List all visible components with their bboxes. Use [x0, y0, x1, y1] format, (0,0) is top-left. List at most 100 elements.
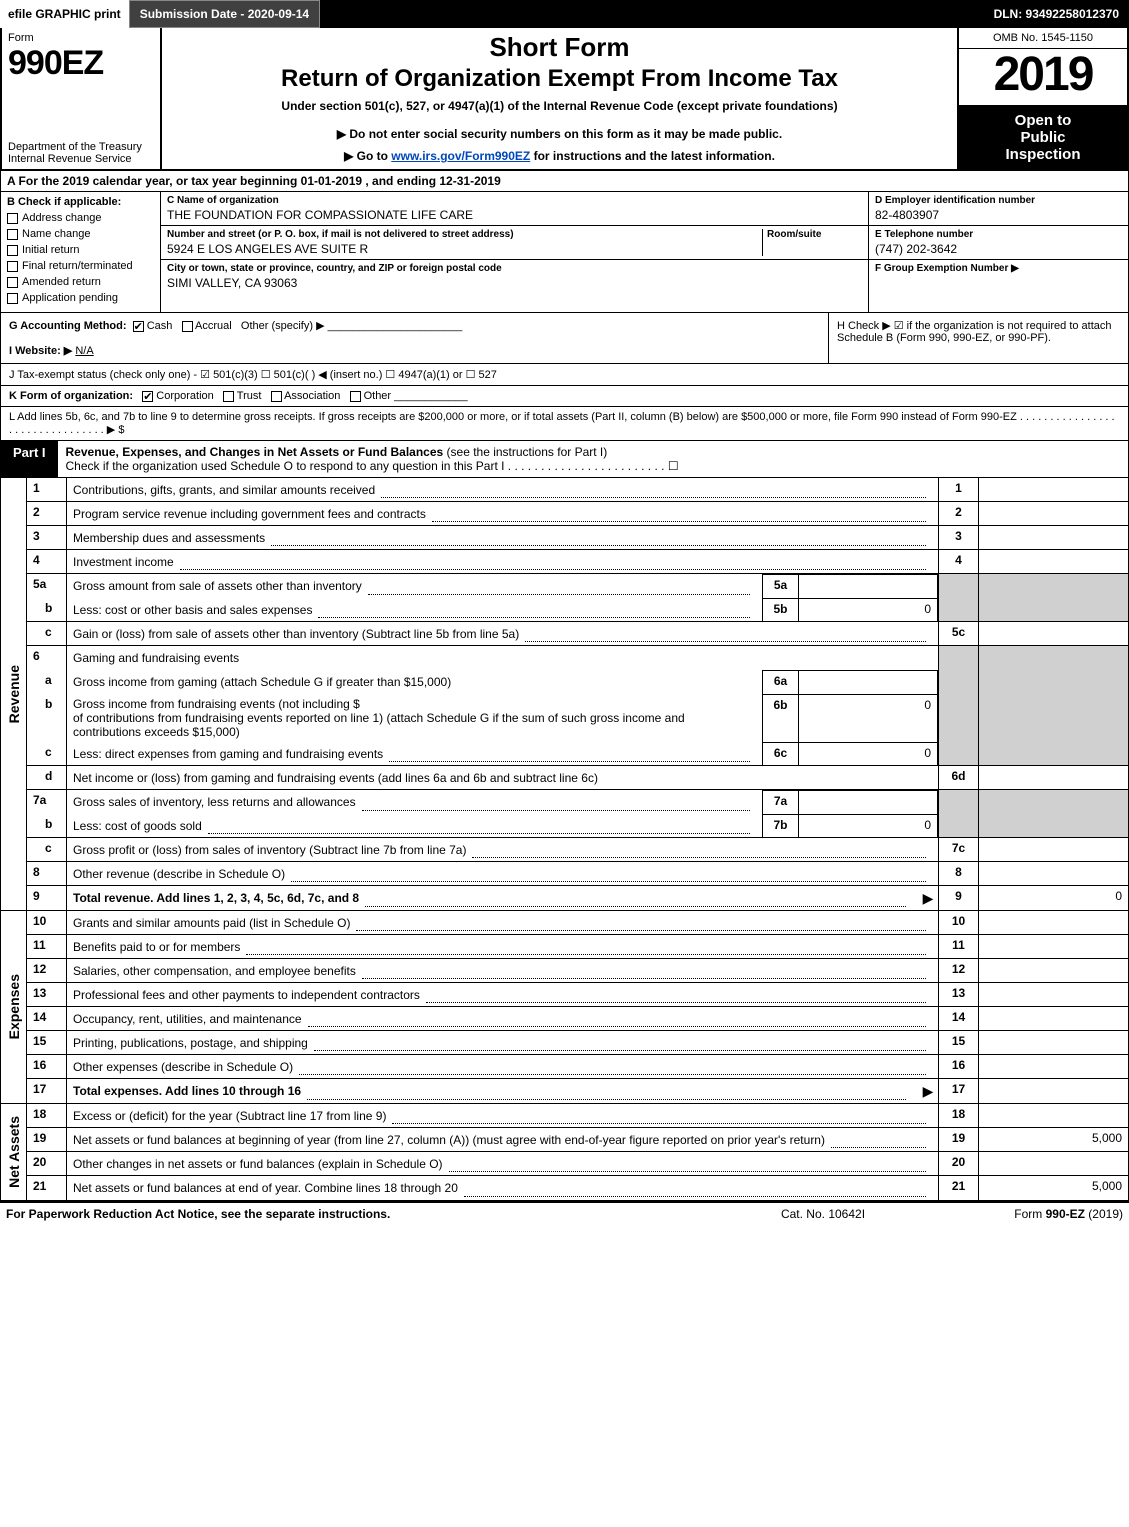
part1-tag: Part I	[1, 441, 58, 477]
line-6d: d Net income or (loss) from gaming and f…	[27, 766, 1128, 790]
line-7b: b Less: cost of goods sold 7b 0	[27, 814, 1128, 838]
net-assets-section: Net Assets 18 Excess or (deficit) for th…	[0, 1104, 1129, 1201]
col-def: D Employer identification number 82-4803…	[868, 192, 1128, 312]
line-8: 8 Other revenue (describe in Schedule O)…	[27, 862, 1128, 886]
chk-trust[interactable]	[223, 391, 234, 402]
revenue-label-col: Revenue	[1, 478, 27, 910]
revenue-section: Revenue 1 Contributions, gifts, grants, …	[0, 478, 1129, 911]
line-10-value	[978, 911, 1128, 934]
line-6c: c Less: direct expenses from gaming and …	[27, 742, 1128, 766]
line-7a-value	[798, 790, 938, 814]
row-h: H Check ▶ ☑ if the organization is not r…	[828, 313, 1128, 363]
arrow-icon: ▶	[918, 1079, 938, 1103]
row-gh: G Accounting Method: Cash Accrual Other …	[0, 313, 1129, 364]
line-21: 21 Net assets or fund balances at end of…	[27, 1176, 1128, 1200]
chk-name-change[interactable]	[7, 229, 18, 240]
cell-city: City or town, state or province, country…	[161, 260, 868, 293]
line-5c-value	[978, 622, 1128, 645]
efile-print-label[interactable]: efile GRAPHIC print	[0, 0, 129, 28]
line-3-value	[978, 526, 1128, 549]
line-6a-value	[798, 670, 938, 694]
tax-year: 2019	[959, 49, 1127, 106]
line-9: 9 Total revenue. Add lines 1, 2, 3, 4, 5…	[27, 886, 1128, 910]
line-12: 12 Salaries, other compensation, and emp…	[27, 959, 1128, 983]
line-11-value	[978, 935, 1128, 958]
line-10: 10 Grants and similar amounts paid (list…	[27, 911, 1128, 935]
cell-address: Number and street (or P. O. box, if mail…	[161, 226, 868, 260]
dln-label: DLN: 93492258012370	[984, 0, 1129, 28]
line-19: 19 Net assets or fund balances at beginn…	[27, 1128, 1128, 1152]
cell-phone: E Telephone number (747) 202-3642	[869, 226, 1128, 260]
irs-link[interactable]: www.irs.gov/Form990EZ	[391, 149, 530, 163]
part1-title: Revenue, Expenses, and Changes in Net As…	[58, 441, 1128, 477]
form-footer-label: Form 990-EZ (2019)	[923, 1207, 1123, 1221]
col-b-header: B Check if applicable:	[7, 196, 154, 208]
chk-initial-return[interactable]	[7, 245, 18, 256]
form-number: 990EZ	[8, 44, 154, 83]
line-5c: c Gain or (loss) from sale of assets oth…	[27, 622, 1128, 646]
net-assets-label-col: Net Assets	[1, 1104, 27, 1200]
line-13-value	[978, 983, 1128, 1006]
return-title: Return of Organization Exempt From Incom…	[168, 65, 951, 93]
line-7c-value	[978, 838, 1128, 861]
line-5a-value	[798, 574, 938, 598]
expenses-section: Expenses 10 Grants and similar amounts p…	[0, 911, 1129, 1104]
topbar-spacer	[320, 0, 983, 28]
department-label: Department of the Treasury Internal Reve…	[8, 141, 154, 165]
line-1-value	[978, 478, 1128, 501]
revenue-vlabel: Revenue	[6, 665, 22, 723]
row-k-form-org: K Form of organization: Corporation Trus…	[0, 386, 1129, 407]
form-header: Form 990EZ Department of the Treasury In…	[0, 28, 1129, 171]
line-6a: a Gross income from gaming (attach Sched…	[27, 670, 1128, 694]
line-19-value: 5,000	[978, 1128, 1128, 1151]
line-14: 14 Occupancy, rent, utilities, and maint…	[27, 1007, 1128, 1031]
line-1: 1 Contributions, gifts, grants, and simi…	[27, 478, 1128, 502]
line-11: 11 Benefits paid to or for members 11	[27, 935, 1128, 959]
line-6c-value: 0	[798, 742, 938, 765]
chk-final-return[interactable]	[7, 261, 18, 272]
cell-ein: D Employer identification number 82-4803…	[869, 192, 1128, 226]
line-7b-value: 0	[798, 814, 938, 837]
line-5b-value: 0	[798, 598, 938, 621]
under-section: Under section 501(c), 527, or 4947(a)(1)…	[168, 99, 951, 113]
page-footer: For Paperwork Reduction Act Notice, see …	[0, 1201, 1129, 1225]
line-5a: 5a Gross amount from sale of assets othe…	[27, 574, 1128, 598]
line-17-value	[978, 1079, 1128, 1103]
line-12-value	[978, 959, 1128, 982]
line-7a: 7a Gross sales of inventory, less return…	[27, 790, 1128, 814]
topbar: efile GRAPHIC print Submission Date - 20…	[0, 0, 1129, 28]
line-16-value	[978, 1055, 1128, 1078]
chk-corporation[interactable]	[142, 391, 153, 402]
col-c-org-info: C Name of organization THE FOUNDATION FO…	[161, 192, 868, 312]
header-center: Short Form Return of Organization Exempt…	[162, 28, 957, 169]
line-15-value	[978, 1031, 1128, 1054]
header-right: OMB No. 1545-1150 2019 Open to Public In…	[957, 28, 1127, 169]
line-7c: c Gross profit or (loss) from sales of i…	[27, 838, 1128, 862]
part1-header: Part I Revenue, Expenses, and Changes in…	[0, 441, 1129, 478]
chk-application-pending[interactable]	[7, 293, 18, 304]
line-4-value	[978, 550, 1128, 573]
cell-group-exemption: F Group Exemption Number ▶	[869, 260, 1128, 312]
line-9-value: 0	[978, 886, 1128, 910]
submission-date: Submission Date - 2020-09-14	[129, 0, 320, 28]
row-j-tax-exempt: J Tax-exempt status (check only one) - ☑…	[0, 364, 1129, 386]
chk-cash[interactable]	[133, 321, 144, 332]
line-6b: b Gross income from fundraising events (…	[27, 694, 1128, 742]
chk-other-org[interactable]	[350, 391, 361, 402]
do-not-enter: ▶ Do not enter social security numbers o…	[168, 127, 951, 141]
line-8-value	[978, 862, 1128, 885]
goto-line: ▶ Go to www.irs.gov/Form990EZ for instru…	[168, 149, 951, 163]
arrow-icon: ▶	[918, 886, 938, 910]
chk-amended-return[interactable]	[7, 277, 18, 288]
row-a-tax-year: A For the 2019 calendar year, or tax yea…	[0, 171, 1129, 192]
row-g: G Accounting Method: Cash Accrual Other …	[1, 313, 828, 363]
expenses-label-col: Expenses	[1, 911, 27, 1103]
open-to-public: Open to Public Inspection	[959, 106, 1127, 169]
chk-address-change[interactable]	[7, 213, 18, 224]
line-18-value	[978, 1104, 1128, 1127]
chk-association[interactable]	[271, 391, 282, 402]
line-17: 17 Total expenses. Add lines 10 through …	[27, 1079, 1128, 1103]
chk-accrual[interactable]	[182, 321, 193, 332]
line-14-value	[978, 1007, 1128, 1030]
line-2: 2 Program service revenue including gove…	[27, 502, 1128, 526]
